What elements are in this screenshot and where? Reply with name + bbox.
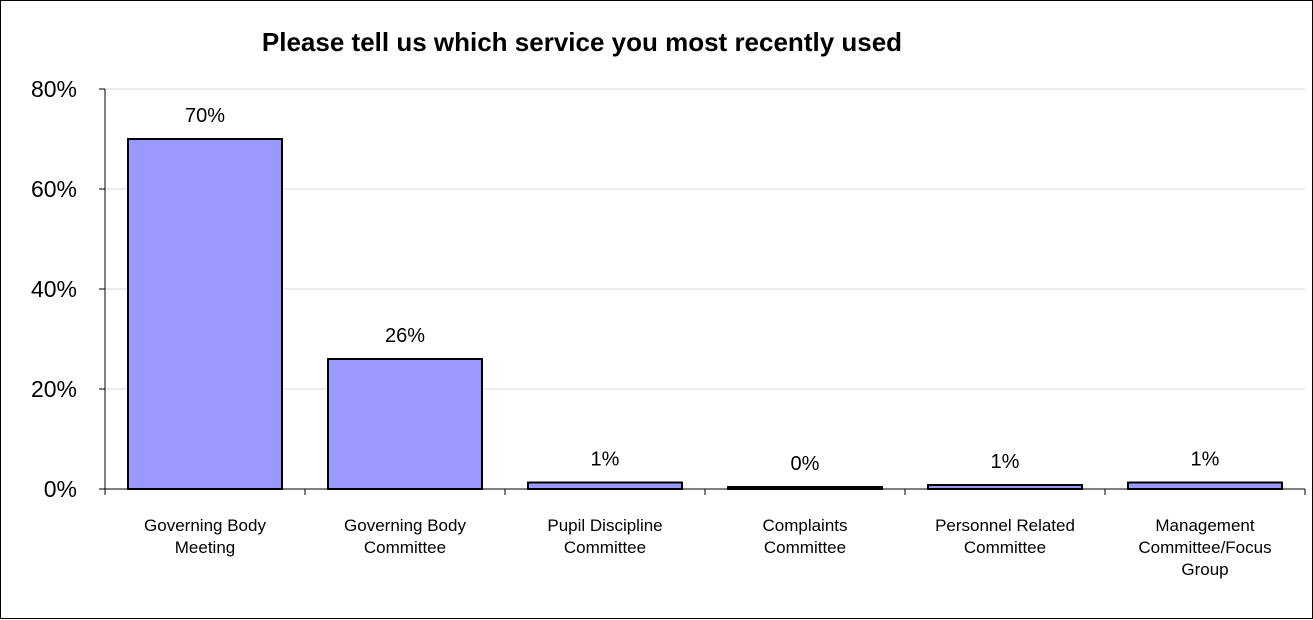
category-label: Complaints [762, 516, 847, 535]
category-labels: Governing Body Meeting Governing Body Commi… [144, 516, 1272, 579]
category-label: Personnel Related [935, 516, 1075, 535]
y-tick-label: 20% [31, 376, 77, 402]
category-label: Committee/Focus [1138, 538, 1271, 557]
bar [127, 138, 283, 490]
axes: 0% 20% 40% 60% 80% [31, 76, 1306, 502]
category-label: Pupil Discipline [547, 516, 662, 535]
y-tick-label: 80% [31, 76, 77, 102]
bar [527, 481, 683, 490]
data-label: 1% [591, 449, 620, 471]
chart-title: Please tell us which service you most re… [262, 27, 902, 57]
bar [1127, 481, 1283, 490]
category-label: Meeting [175, 538, 235, 557]
category-label: Governing Body [144, 516, 266, 535]
category-label: Committee [364, 538, 446, 557]
category-label: Committee [764, 538, 846, 557]
data-label: 1% [991, 451, 1020, 473]
bar [927, 484, 1083, 490]
bar [327, 358, 483, 490]
bars [127, 138, 1283, 490]
category-label: Committee [564, 538, 646, 557]
y-tick-label: 0% [44, 476, 77, 502]
data-labels: 70% 26% 1% 0% 1% 1% [185, 105, 1220, 475]
y-tick-label: 40% [31, 276, 77, 302]
gridlines [105, 88, 1305, 390]
data-label: 70% [185, 105, 225, 127]
data-label: 0% [791, 453, 820, 475]
data-label: 26% [385, 325, 425, 347]
category-label: Group [1181, 560, 1228, 579]
y-tick-label: 60% [31, 176, 77, 202]
category-label: Committee [964, 538, 1046, 557]
category-label: Governing Body [344, 516, 466, 535]
category-label: Management [1155, 516, 1255, 535]
bar [727, 486, 883, 490]
data-label: 1% [1191, 449, 1220, 471]
